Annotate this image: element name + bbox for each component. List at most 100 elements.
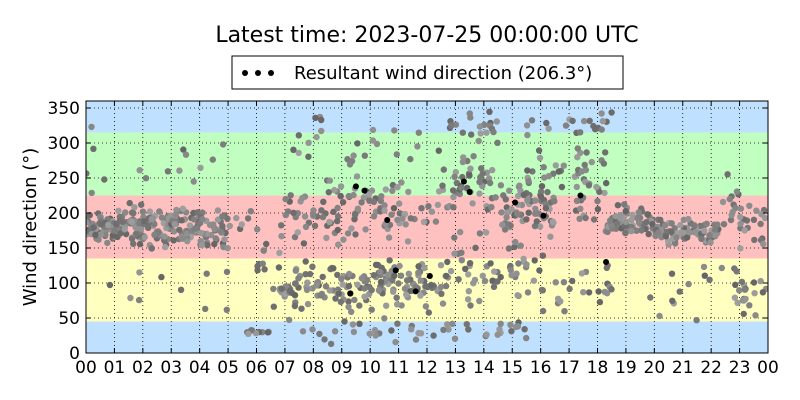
history-point [356, 302, 363, 309]
history-point [364, 276, 371, 284]
history-point [649, 221, 656, 228]
history-point [712, 232, 719, 239]
history-point [148, 245, 155, 252]
history-point [126, 199, 133, 207]
x-tick-label: 09 [331, 358, 353, 378]
history-point [523, 122, 531, 129]
history-point [517, 242, 524, 249]
history-point [458, 249, 465, 256]
history-point [128, 218, 135, 226]
history-point [396, 262, 403, 270]
history-point [425, 309, 432, 316]
history-point [608, 286, 615, 293]
y-tick-label: 50 [58, 309, 80, 329]
history-point [177, 286, 185, 293]
history-point [354, 140, 361, 147]
history-point [621, 201, 628, 208]
history-point [219, 222, 226, 230]
history-point [139, 208, 147, 215]
history-point [440, 326, 447, 334]
history-point [465, 326, 472, 333]
history-point [668, 228, 675, 236]
history-point [306, 270, 314, 278]
history-point [603, 179, 610, 187]
x-tick-label: 01 [104, 358, 126, 378]
history-point [350, 191, 357, 199]
history-point [212, 235, 219, 242]
history-point [291, 292, 299, 299]
history-point [346, 270, 353, 278]
history-point [263, 240, 270, 248]
history-point [401, 285, 409, 292]
history-point [718, 264, 725, 272]
history-point [736, 287, 743, 294]
history-point [538, 286, 546, 294]
history-point [458, 184, 465, 192]
history-point [439, 300, 447, 307]
history-point [176, 226, 183, 234]
history-point [547, 233, 554, 240]
resultant-point [426, 273, 433, 279]
history-point [362, 226, 369, 233]
history-point [494, 139, 501, 146]
history-point [326, 287, 333, 294]
history-point [388, 327, 395, 334]
resultant-point [512, 199, 519, 206]
history-point [693, 317, 700, 324]
history-point [507, 222, 514, 229]
history-point [264, 329, 272, 336]
history-point [339, 199, 347, 206]
history-point [655, 229, 662, 236]
history-point [676, 288, 683, 295]
y-tick-label: 300 [48, 134, 80, 154]
direction-band [86, 101, 768, 133]
history-point [753, 207, 760, 214]
history-point [536, 267, 543, 274]
history-point [224, 244, 231, 252]
history-point [463, 321, 470, 328]
history-point [393, 294, 400, 301]
x-tick-label: 17 [558, 358, 580, 378]
history-point [542, 205, 550, 212]
history-point [467, 302, 474, 309]
history-point [622, 218, 630, 225]
resultant-point [347, 290, 354, 297]
history-point [352, 231, 359, 238]
resultant-point [460, 178, 467, 185]
history-point [506, 187, 513, 194]
history-point [344, 230, 352, 237]
history-point [617, 211, 624, 219]
history-point [746, 202, 753, 209]
history-point [580, 117, 588, 125]
history-point [190, 216, 198, 223]
history-point [270, 303, 277, 310]
history-point [581, 161, 588, 169]
history-point [459, 129, 466, 136]
history-point [668, 220, 675, 227]
history-point [417, 330, 425, 337]
history-point [576, 215, 583, 222]
history-point [507, 266, 514, 274]
history-point [536, 223, 544, 230]
history-point [437, 262, 445, 269]
history-point [657, 216, 664, 224]
history-point [184, 238, 191, 245]
history-point [121, 226, 128, 233]
y-tick-label: 150 [48, 239, 80, 259]
history-point [209, 156, 216, 163]
history-point [334, 217, 341, 225]
y-tick-label: 100 [48, 274, 80, 294]
history-point [483, 129, 490, 136]
history-point [252, 329, 260, 337]
history-point [573, 183, 580, 191]
history-point [286, 316, 293, 324]
resultant-point [384, 217, 391, 223]
history-point [476, 178, 483, 186]
history-point [345, 298, 352, 305]
history-point [760, 240, 767, 248]
history-point [524, 289, 532, 296]
history-point [388, 211, 395, 218]
history-point [217, 228, 224, 235]
x-tick-label: 04 [189, 358, 211, 378]
history-point [360, 194, 368, 201]
